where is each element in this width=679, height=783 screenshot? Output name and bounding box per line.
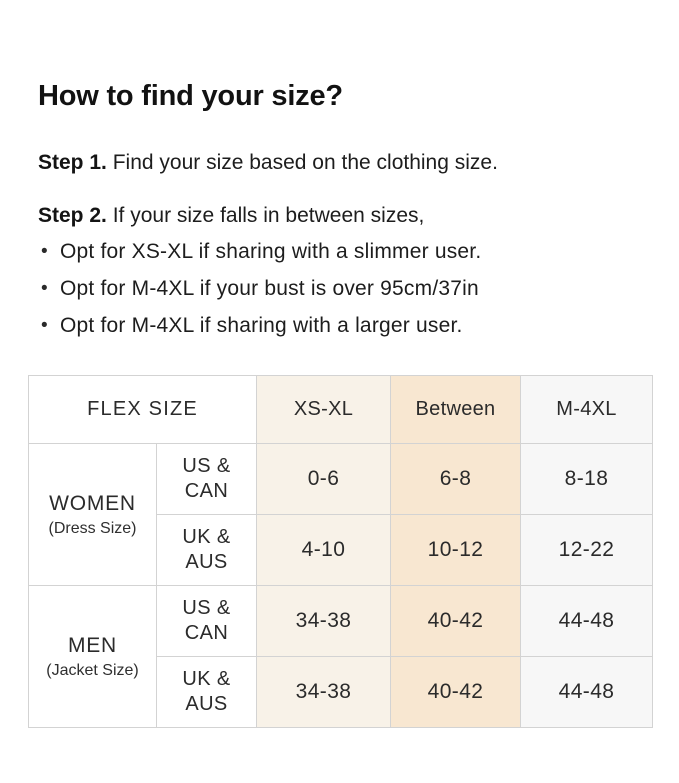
step-1-text: Find your size based on the clothing siz… xyxy=(112,151,498,174)
group-name-women: WOMEN xyxy=(49,491,136,515)
region-cell-uk-aus: UK & AUS xyxy=(156,514,257,586)
value-cell: 8-18 xyxy=(520,443,653,515)
bullet-item: Opt for M-4XL if sharing with a larger u… xyxy=(38,307,481,344)
size-table: FLEX SIZE XS-XL Between M-4XL WOMEN (Dre… xyxy=(28,375,653,728)
value-cell: 4-10 xyxy=(256,514,391,586)
region-line: CAN xyxy=(184,622,229,644)
value-cell: 12-22 xyxy=(520,514,653,586)
group-subtitle-women: (Dress Size) xyxy=(48,519,137,537)
region-cell-uk-aus: UK & AUS xyxy=(156,656,257,728)
region-line: UK & xyxy=(182,526,231,548)
step-2-label: Step 2. xyxy=(38,204,107,227)
flex-size-header: FLEX SIZE xyxy=(28,375,257,444)
group-name-men: MEN xyxy=(67,633,118,657)
col-header-xs-xl: XS-XL xyxy=(256,375,391,444)
value-cell: 40-42 xyxy=(390,585,521,657)
region-line: AUS xyxy=(185,693,228,715)
region-line: US & xyxy=(182,455,231,477)
region-cell-us-can: US & CAN xyxy=(156,443,257,515)
step-2-paragraph: Step 2. If your size falls in between si… xyxy=(38,202,424,230)
group-subtitle-men: (Jacket Size) xyxy=(46,661,139,679)
value-cell: 34-38 xyxy=(256,656,391,728)
col-header-m-4xl: M-4XL xyxy=(520,375,653,444)
step-1-label: Step 1. xyxy=(38,151,107,174)
group-cell-women: WOMEN (Dress Size) xyxy=(28,443,157,586)
table-row-women-us-can: WOMEN (Dress Size) US & CAN 0-6 6-8 8-18 xyxy=(28,443,653,586)
region-line: UK & xyxy=(182,668,231,690)
region-cell-us-can: US & CAN xyxy=(156,585,257,657)
region-line: US & xyxy=(182,597,231,619)
bullet-item: Opt for XS-XL if sharing with a slimmer … xyxy=(38,233,481,270)
table-header-row: FLEX SIZE XS-XL Between M-4XL xyxy=(28,375,653,444)
region-line: CAN xyxy=(184,480,229,502)
value-cell: 44-48 xyxy=(520,656,653,728)
table-row-men-us-can: MEN (Jacket Size) US & CAN 34-38 40-42 4… xyxy=(28,585,653,728)
value-cell: 10-12 xyxy=(390,514,521,586)
region-line: AUS xyxy=(185,551,228,573)
value-cell: 44-48 xyxy=(520,585,653,657)
table-row-men-uk-aus: UK & AUS 34-38 40-42 44-48 xyxy=(29,656,653,728)
value-cell: 6-8 xyxy=(390,443,521,515)
step-2-bullet-list: Opt for XS-XL if sharing with a slimmer … xyxy=(38,233,481,344)
step-2-text: If your size falls in between sizes, xyxy=(112,204,425,227)
group-cell-men: MEN (Jacket Size) xyxy=(28,585,157,728)
value-cell: 34-38 xyxy=(256,585,391,657)
value-cell: 40-42 xyxy=(390,656,521,728)
page-title: How to find your size? xyxy=(38,80,343,112)
col-header-between: Between xyxy=(390,375,521,444)
step-1-paragraph: Step 1. Find your size based on the clot… xyxy=(38,149,498,177)
bullet-item: Opt for M-4XL if your bust is over 95cm/… xyxy=(38,270,481,307)
table-row-women-uk-aus: UK & AUS 4-10 10-12 12-22 xyxy=(29,514,653,586)
value-cell: 0-6 xyxy=(256,443,391,515)
